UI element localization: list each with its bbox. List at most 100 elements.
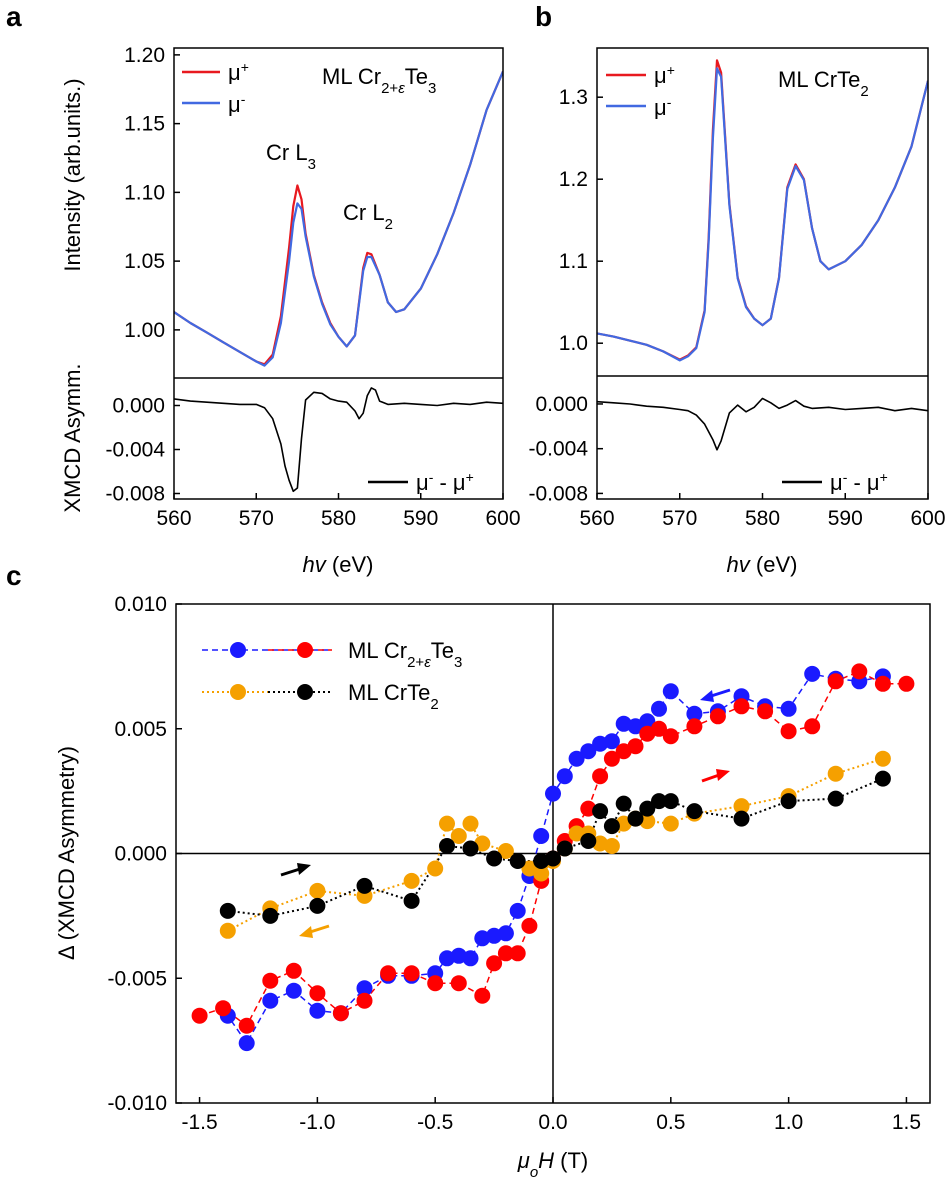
arrow-black-up-sweep [280, 863, 311, 877]
arrow-red-up-sweep [701, 769, 730, 783]
series-c-ml-crte2-up-sweep-point [627, 810, 644, 827]
series-a-mu-minus [174, 70, 503, 367]
panel-c: 0.010 0.005 0.000 -0.005 -0.010 -1.5 -1.0 -0.5… [54, 593, 931, 1180]
series-c-ml-crte2-down-sweep-point [219, 922, 236, 939]
series-c-ml-cr2-te3-up-sweep-point [733, 698, 750, 715]
series-c-ml-cr2-te3-down-sweep-point [686, 705, 703, 722]
series-c-ml-crte2-up-sweep-point [439, 838, 455, 854]
panel-label-a: a [6, 1, 22, 32]
panel-b-top-ytick-label-1-1: 1.1 [559, 250, 588, 273]
series-c-ml-crte2-up-sweep-point [262, 907, 279, 924]
panel-b-xtick-label-570: 570 [662, 507, 697, 530]
panel-c-ytick-label-0-005: -0.005 [107, 967, 167, 990]
series-c-ml-cr2-te3-down-sweep-point [509, 902, 526, 919]
series-c-ml-cr2-te3-up-sweep-point [686, 718, 703, 735]
series-c-ml-cr2-te3-down-sweep-point [615, 715, 632, 732]
series-c-ml-cr2-te3-down-sweep-point [262, 992, 279, 1009]
series-c-ml-cr2-te3-down-sweep-point [545, 785, 561, 802]
series-c-ml-crte2-down-sweep-point [568, 825, 585, 842]
series-c-ml-cr2-te3-down-sweep-point [474, 930, 491, 947]
series-c-ml-cr2-te3-down-sweep-point [580, 743, 597, 760]
series-c-ml-crte2-up-sweep-point [509, 853, 526, 869]
panel-a-bottom-ytick-label-0-000: 0.000 [112, 395, 165, 418]
series-c-ml-cr2-te3-down-sweep-point [592, 735, 609, 752]
series-c-ml-cr2-te3-down-sweep-point [439, 950, 455, 967]
panel-a-xtick-label-560: 560 [156, 507, 191, 530]
panel-c-xlabel: μoH (T) [517, 1148, 589, 1180]
series-c-ml-cr2-te3-down-sweep-point [356, 980, 373, 997]
series-c-ml-cr2-te3-down-sweep-point [568, 750, 585, 767]
series-a-difference [174, 387, 503, 493]
series-c-ml-cr2-te3-up-sweep-point [874, 675, 891, 692]
panel-c-ytick-label-0-010: 0.010 [114, 593, 167, 616]
panel-a-frame [173, 47, 504, 500]
series-c-ml-crte2-down-sweep-point [427, 860, 444, 877]
series-c-ml-cr2-te3-down-sweep-point [651, 700, 667, 717]
legend-label-mu-plus-b: μ+ [654, 62, 675, 88]
panel-a-xtick-label-580: 580 [321, 507, 356, 530]
panel-c-ytick-label-0-000: 0.000 [114, 843, 167, 866]
panel-c-ylabel: Δ (XMCD Asymmetry) [54, 746, 79, 960]
series-c-ml-crte2-down-sweep-line [227, 757, 884, 932]
legend-label-mu-plus: μ+ [228, 59, 249, 85]
series-b-mu-plus [597, 59, 928, 361]
series-c-ml-crte2-up-sweep-point [580, 833, 597, 849]
panel-b-xtick-label-560: 560 [579, 507, 614, 530]
series-c-ml-crte2-up-sweep-point [827, 790, 844, 807]
panel-c-xtick-label-1-5: -1.5 [181, 1111, 217, 1134]
series-c-ml-cr2-te3-up-sweep-point [238, 1017, 255, 1034]
series-c-ml-cr2-te3-up-sweep-point [486, 955, 503, 972]
series-c-ml-crte2-up-sweep-point [462, 840, 479, 857]
series-c-ml-cr2-te3-down-sweep-point [804, 665, 821, 682]
series-c-ml-crte2-up-sweep-point [651, 793, 667, 810]
series-c-ml-cr2-te3-up-sweep-point [474, 987, 491, 1004]
series-c-ml-cr2-te3-up-sweep-point [215, 1000, 232, 1017]
panel-a-top-ytick-label-1-15: 1.15 [124, 113, 165, 136]
panel-c-xtick-label-0-5: -0.5 [417, 1111, 453, 1134]
series-b-mu-minus [597, 67, 928, 362]
panel-b: 1.0 1.1 1.2 1.3 0.000 -0.004 -0.008 560 570 580… [528, 47, 946, 577]
series-c-ml-crte2-up-sweep-point [592, 803, 609, 820]
series-c-ml-cr2-te3-down-sweep-point [309, 1002, 326, 1019]
series-c-ml-cr2-te3-up-sweep-point [651, 720, 667, 737]
series-c-ml-cr2-te3-down-sweep-point [285, 982, 302, 999]
series-c-ml-crte2-down-sweep-point [733, 798, 750, 815]
legend-label-difference-b: μ- - μ+ [830, 469, 888, 495]
legend-marker-black [297, 684, 313, 700]
series-c-ml-crte2-up-sweep-point [403, 892, 420, 909]
legend-marker-orange [230, 684, 246, 700]
panel-a-xtick-label-590: 590 [403, 507, 438, 530]
series-c-ml-crte2-up-sweep-point [733, 810, 750, 827]
series-a-mu-plus [174, 70, 503, 366]
panel-a-bottom-ytick-label-0-008: -0.008 [105, 483, 165, 506]
panel-c-ytick-label-0-010: -0.010 [107, 1092, 167, 1115]
panel-a-top-ytick-label-1-00: 1.00 [124, 319, 165, 342]
series-c-ml-crte2-down-sweep-point [662, 815, 679, 832]
series-c-ml-cr2-te3-up-sweep-point [262, 972, 279, 989]
panel-label-c: c [6, 560, 22, 591]
series-c-ml-crte2-up-sweep-point [686, 803, 703, 820]
series-c-ml-cr2-te3-up-sweep-point [709, 708, 726, 725]
panel-a-top-ytick-label-1-05: 1.05 [124, 250, 165, 273]
panel-b-xtick-label-600: 600 [910, 507, 945, 530]
panel-b-top-ytick-label-1-0: 1.0 [559, 332, 588, 355]
series-c-ml-cr2-te3-up-sweep-point [592, 768, 609, 785]
panel-b-bottom-ytick-label-0-000: 0.000 [535, 393, 588, 416]
panel-a-top-ytick-label-1-20: 1.20 [124, 44, 165, 67]
series-c-ml-crte2-down-sweep-point [462, 815, 479, 832]
series-c-ml-crte2-up-sweep-point [356, 877, 373, 894]
series-c-ml-crte2-down-sweep-point [403, 872, 420, 889]
panel-c-xtick-label-0-0: 0.0 [538, 1111, 567, 1134]
series-c-ml-cr2-te3-up-sweep-point [191, 1007, 208, 1024]
series-c-ml-cr2-te3-up-sweep-point [509, 945, 526, 962]
series-c-ml-cr2-te3-down-sweep-point [662, 683, 679, 700]
arrow-orange-down-sweep [299, 924, 330, 938]
legend-crte2: ML CrTe2 [202, 680, 439, 713]
series-c-ml-crte2-up-sweep-point [309, 897, 326, 914]
panel-a: 1.00 1.05 1.10 1.15 1.20 0.000 -0.004 -0.008 5… [60, 44, 521, 577]
series-c-ml-crte2-up-sweep-point [486, 850, 503, 867]
panel-b-xtick-label-590: 590 [828, 507, 863, 530]
series-c-ml-crte2-up-sweep-point [639, 800, 656, 817]
series-c-ml-crte2-down-sweep-point [309, 882, 326, 899]
series-c-ml-cr2-te3-up-sweep-point [827, 673, 844, 690]
